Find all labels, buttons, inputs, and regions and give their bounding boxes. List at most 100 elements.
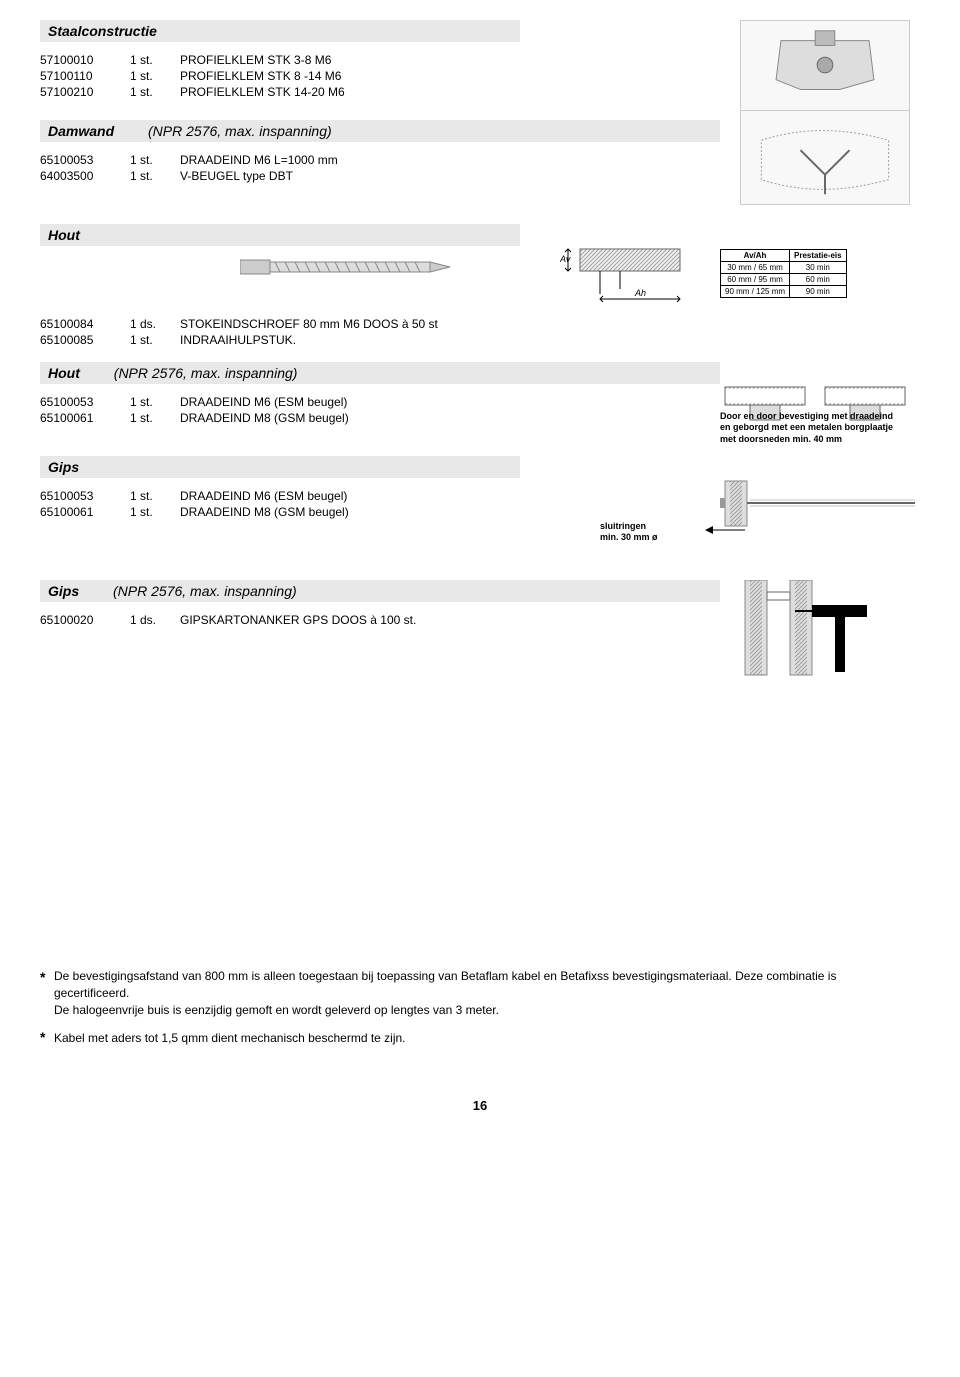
spec-table: Av/Ah Prestatie-eis 30 mm / 65 mm 30 min… bbox=[720, 249, 847, 298]
table-row: 65100085 1 st. INDRAAIHULPSTUK. bbox=[40, 332, 446, 348]
vbracket-illustration bbox=[740, 110, 910, 205]
table-row: 64003500 1 st. V-BEUGEL type DBT bbox=[40, 168, 346, 184]
item-qty: 1 st. bbox=[130, 52, 180, 68]
item-code: 65100053 bbox=[40, 394, 130, 410]
table-row: 65100061 1 st. DRAADEIND M8 (GSM beugel) bbox=[40, 504, 357, 520]
item-table: 65100053 1 st. DRAADEIND M6 (ESM beugel)… bbox=[40, 394, 357, 426]
item-table: 65100053 1 st. DRAADEIND M6 L=1000 mm 64… bbox=[40, 152, 346, 184]
section-title: Staalconstructie bbox=[48, 23, 157, 39]
item-code: 57100110 bbox=[40, 68, 130, 84]
table-row: 65100053 1 st. DRAADEIND M6 L=1000 mm bbox=[40, 152, 346, 168]
section-damwand: Damwand (NPR 2576, max. inspanning) 6510… bbox=[40, 120, 920, 184]
item-qty: 1 st. bbox=[130, 488, 180, 504]
spec-row: 60 mm / 95 mm 60 min bbox=[721, 274, 847, 286]
spec-cell: 90 min bbox=[790, 286, 847, 298]
item-qty: 1 st. bbox=[130, 332, 180, 348]
item-qty: 1 st. bbox=[130, 68, 180, 84]
section-header: Gips (NPR 2576, max. inspanning) bbox=[40, 580, 720, 602]
item-code: 64003500 bbox=[40, 168, 130, 184]
section-hout-1: Hout bbox=[40, 224, 920, 348]
item-qty: 1 st. bbox=[130, 168, 180, 184]
table-row: 65100061 1 st. DRAADEIND M8 (GSM beugel) bbox=[40, 410, 357, 426]
av-label: Av bbox=[560, 254, 571, 264]
footnotes: *De bevestigingsafstand van 800 mm is al… bbox=[40, 968, 920, 1048]
item-code: 65100020 bbox=[40, 612, 130, 628]
star-icon: * bbox=[40, 1028, 54, 1048]
anchor-illustration bbox=[740, 580, 910, 683]
section-title: Hout bbox=[48, 365, 80, 381]
item-desc: DRAADEIND M8 (GSM beugel) bbox=[180, 410, 357, 426]
section-header: Staalconstructie bbox=[40, 20, 520, 42]
star-icon: * bbox=[40, 968, 54, 988]
mounting-note: Door en door bevestiging met draadeind e… bbox=[720, 411, 895, 445]
spec-cell: 90 mm / 125 mm bbox=[721, 286, 790, 298]
section-title: Hout bbox=[48, 227, 80, 243]
table-row: 65100053 1 st. DRAADEIND M6 (ESM beugel) bbox=[40, 394, 357, 410]
item-desc: V-BEUGEL type DBT bbox=[180, 168, 346, 184]
spec-row: 90 mm / 125 mm 90 min bbox=[721, 286, 847, 298]
section-staalconstructie: Staalconstructie 57100010 1 st. PROFIELK… bbox=[40, 20, 920, 100]
item-qty: 1 st. bbox=[130, 84, 180, 100]
item-code: 57100210 bbox=[40, 84, 130, 100]
item-code: 57100010 bbox=[40, 52, 130, 68]
section-note: (NPR 2576, max. inspanning) bbox=[113, 583, 297, 599]
ah-label: Ah bbox=[634, 288, 646, 298]
table-row: 65100053 1 st. DRAADEIND M6 (ESM beugel) bbox=[40, 488, 357, 504]
item-desc: STOKEINDSCHROEF 80 mm M6 DOOS à 50 st bbox=[180, 316, 446, 332]
item-table: 57100010 1 st. PROFIELKLEM STK 3-8 M6 57… bbox=[40, 52, 353, 100]
item-desc: DRAADEIND M6 (ESM beugel) bbox=[180, 488, 357, 504]
spec-header-row: Av/Ah Prestatie-eis bbox=[721, 250, 847, 262]
section-header: Hout bbox=[40, 224, 520, 246]
spec-header: Prestatie-eis bbox=[790, 250, 847, 262]
screw-illustration bbox=[240, 252, 460, 285]
footnote: *De bevestigingsafstand van 800 mm is al… bbox=[40, 968, 920, 1018]
section-note: (NPR 2576, max. inspanning) bbox=[114, 365, 298, 381]
dimension-diagram: Av Ah bbox=[560, 244, 690, 312]
spec-cell: 30 mm / 65 mm bbox=[721, 262, 790, 274]
item-table: 65100053 1 st. DRAADEIND M6 (ESM beugel)… bbox=[40, 488, 357, 520]
item-table: 65100020 1 ds. GIPSKARTONANKER GPS DOOS … bbox=[40, 612, 424, 628]
table-row: 57100110 1 st. PROFIELKLEM STK 8 -14 M6 bbox=[40, 68, 353, 84]
item-desc: PROFIELKLEM STK 14-20 M6 bbox=[180, 84, 353, 100]
footnote: *Kabel met aders tot 1,5 qmm dient mecha… bbox=[40, 1028, 920, 1048]
section-gips-2: Gips (NPR 2576, max. inspanning) 6510002… bbox=[40, 580, 920, 628]
table-row: 57100010 1 st. PROFIELKLEM STK 3-8 M6 bbox=[40, 52, 353, 68]
section-header: Damwand (NPR 2576, max. inspanning) bbox=[40, 120, 720, 142]
section-header: Gips bbox=[40, 456, 520, 478]
item-code: 65100053 bbox=[40, 488, 130, 504]
footnote-text: Kabel met aders tot 1,5 qmm dient mechan… bbox=[54, 1031, 406, 1045]
item-qty: 1 st. bbox=[130, 410, 180, 426]
item-qty: 1 ds. bbox=[130, 612, 180, 628]
spec-cell: 60 min bbox=[790, 274, 847, 286]
table-row: 65100020 1 ds. GIPSKARTONANKER GPS DOOS … bbox=[40, 612, 424, 628]
washer-illustration bbox=[720, 476, 920, 534]
arrow-icon bbox=[705, 524, 745, 536]
page-number: 16 bbox=[40, 1098, 920, 1113]
section-title: Gips bbox=[48, 459, 79, 475]
item-desc: DRAADEIND M6 L=1000 mm bbox=[180, 152, 346, 168]
section-gips-1: Door en door bevestiging met draadeind e… bbox=[40, 456, 920, 520]
clamp-illustration bbox=[740, 20, 910, 115]
item-code: 65100085 bbox=[40, 332, 130, 348]
item-code: 65100061 bbox=[40, 410, 130, 426]
section-title: Damwand bbox=[48, 123, 114, 139]
section-header: Hout (NPR 2576, max. inspanning) bbox=[40, 362, 720, 384]
item-desc: PROFIELKLEM STK 8 -14 M6 bbox=[180, 68, 353, 84]
item-desc: DRAADEIND M6 (ESM beugel) bbox=[180, 394, 357, 410]
item-code: 65100061 bbox=[40, 504, 130, 520]
spec-cell: 60 mm / 95 mm bbox=[721, 274, 790, 286]
section-note: (NPR 2576, max. inspanning) bbox=[148, 123, 332, 139]
item-desc: INDRAAIHULPSTUK. bbox=[180, 332, 446, 348]
item-desc: DRAADEIND M8 (GSM beugel) bbox=[180, 504, 357, 520]
spec-header: Av/Ah bbox=[721, 250, 790, 262]
table-row: 57100210 1 st. PROFIELKLEM STK 14-20 M6 bbox=[40, 84, 353, 100]
sluitringen-note: sluitringen min. 30 mm ø bbox=[600, 521, 710, 544]
item-code: 65100053 bbox=[40, 152, 130, 168]
item-qty: 1 ds. bbox=[130, 316, 180, 332]
item-table: 65100084 1 ds. STOKEINDSCHROEF 80 mm M6 … bbox=[40, 316, 446, 348]
spec-row: 30 mm / 65 mm 30 min bbox=[721, 262, 847, 274]
item-qty: 1 st. bbox=[130, 152, 180, 168]
spec-cell: 30 min bbox=[790, 262, 847, 274]
item-qty: 1 st. bbox=[130, 504, 180, 520]
item-desc: GIPSKARTONANKER GPS DOOS à 100 st. bbox=[180, 612, 424, 628]
